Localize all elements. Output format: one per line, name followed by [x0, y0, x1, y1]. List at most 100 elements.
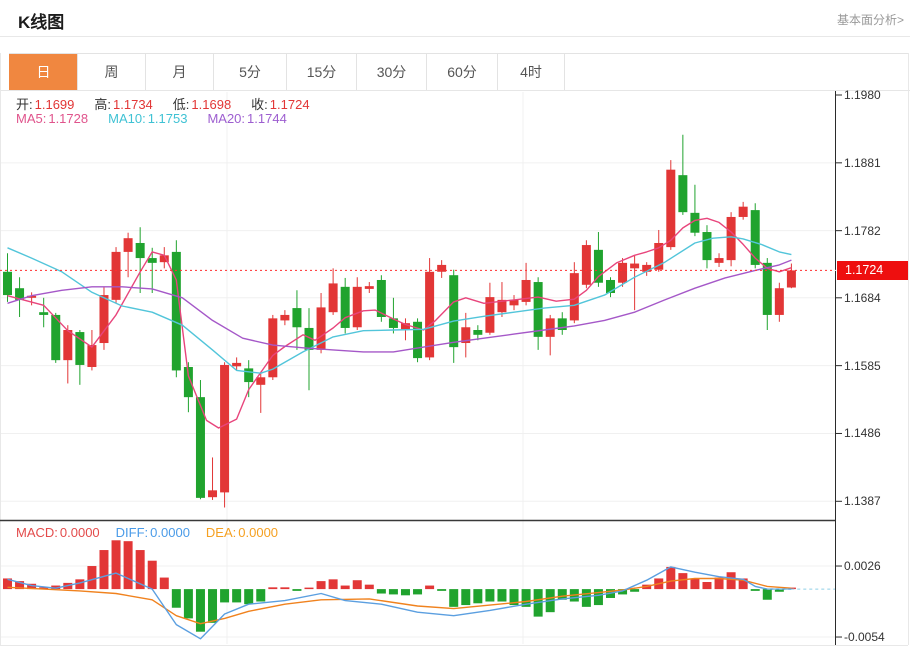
macd-legend: MACD: 0.0000 DIFF: 0.0000 DEA: 0.0000 — [16, 525, 278, 540]
macd-bar — [183, 589, 193, 619]
candle-body — [340, 286, 350, 328]
candle-body — [183, 367, 193, 398]
macd-bar — [159, 577, 169, 590]
candle-body — [654, 242, 664, 270]
legend-item: MA5: 1.1728 — [16, 111, 89, 126]
macd-bar — [762, 589, 772, 600]
candle-body — [364, 286, 374, 289]
macd-bar — [690, 578, 700, 590]
tab-月[interactable]: 月 — [145, 54, 213, 90]
price-tick-label: 1.1684 — [844, 290, 881, 305]
candle-body — [135, 242, 145, 259]
candle-body — [425, 271, 435, 358]
macd-bar — [51, 585, 61, 590]
candle-body — [316, 307, 326, 350]
candle-body — [666, 169, 676, 248]
macd-bar — [413, 589, 423, 595]
tabrow-bottom-border — [0, 90, 910, 91]
candle-body — [75, 332, 85, 365]
candle-body — [618, 262, 628, 283]
candle-body — [437, 264, 447, 272]
macd-bar — [774, 589, 784, 592]
candle-body — [63, 330, 73, 361]
candle-body — [762, 262, 772, 315]
macd-bar — [256, 589, 266, 602]
macd-bar — [3, 578, 12, 590]
legend-item: DEA: 0.0000 — [205, 525, 279, 540]
legend-item: 开: 1.1699 — [16, 97, 75, 112]
candle-body — [268, 318, 278, 378]
ma10-line — [7, 236, 792, 374]
candle-body — [630, 263, 640, 269]
candle-body — [593, 249, 603, 283]
macd-bar — [509, 589, 519, 606]
macd-bar — [147, 560, 157, 590]
candle-body — [208, 490, 218, 498]
candle-body — [280, 314, 290, 321]
macd-bar — [123, 541, 133, 590]
ma-legend: MA5: 1.1728 MA10: 1.1753 MA20: 1.1744 — [16, 111, 287, 126]
price-tick-label: 1.1387 — [844, 494, 881, 509]
macd-bar — [425, 585, 435, 590]
candle-body — [738, 206, 748, 217]
candle-body — [750, 210, 760, 265]
tab-4时[interactable]: 4时 — [497, 54, 565, 90]
macd-bar — [388, 589, 398, 595]
legend-item: MA10: 1.1753 — [108, 111, 188, 126]
interval-tabs: 日周月 5分 15分 30分 60分 4时 — [9, 54, 565, 90]
macd-bar — [630, 589, 640, 592]
macd-bar — [376, 589, 386, 594]
macd-bar — [497, 589, 507, 602]
candle-body — [509, 299, 519, 306]
macd-bar — [340, 585, 350, 590]
legend-item: MACD: 0.0000 — [16, 525, 100, 540]
tab-日[interactable]: 日 — [9, 54, 77, 90]
candle-body — [714, 258, 724, 263]
macd-bar — [171, 589, 181, 608]
macd-bar — [111, 540, 121, 590]
candle-body — [521, 279, 531, 302]
macd-bar — [581, 589, 591, 607]
price-tick-label: 1.1486 — [844, 426, 881, 441]
candle-body — [147, 258, 157, 263]
candle-body — [642, 264, 652, 272]
candle-body — [606, 279, 615, 294]
macd-bar — [328, 579, 338, 590]
candle-body — [557, 318, 567, 331]
tab-60分[interactable]: 60分 — [426, 54, 497, 90]
macd-bar — [593, 589, 603, 606]
page-title: K线图 — [18, 13, 65, 32]
candle-body — [159, 255, 169, 263]
macd-bar — [280, 587, 290, 590]
candle-body — [39, 312, 49, 315]
price-tick-label: 1.1585 — [844, 358, 881, 373]
macd-bar — [244, 589, 254, 605]
candle-body — [473, 330, 483, 335]
tab-5分[interactable]: 5分 — [213, 54, 286, 90]
macd-bar — [135, 550, 145, 590]
candle-body — [388, 318, 398, 328]
candle-body — [292, 308, 302, 328]
macd-bar — [666, 566, 676, 590]
candle-body — [678, 175, 688, 213]
tab-30分[interactable]: 30分 — [356, 54, 426, 90]
macd-tick-label: 0.0026 — [844, 559, 881, 574]
candle-body — [171, 251, 181, 371]
tab-周[interactable]: 周 — [77, 54, 145, 90]
candle-body — [545, 318, 555, 337]
fundamental-analysis-link[interactable]: 基本面分析> — [836, 13, 904, 27]
macd-bar — [449, 589, 459, 607]
candle-body — [111, 251, 121, 300]
macd-bar — [473, 589, 483, 604]
candle-body — [690, 212, 700, 233]
macd-bar — [208, 589, 218, 623]
candle-body — [87, 345, 97, 368]
candle-body — [400, 323, 410, 330]
candle-body — [569, 273, 579, 321]
tab-15分[interactable]: 15分 — [286, 54, 356, 90]
candle-body — [786, 270, 796, 288]
candle-body — [304, 327, 314, 350]
candle-body — [195, 397, 205, 498]
